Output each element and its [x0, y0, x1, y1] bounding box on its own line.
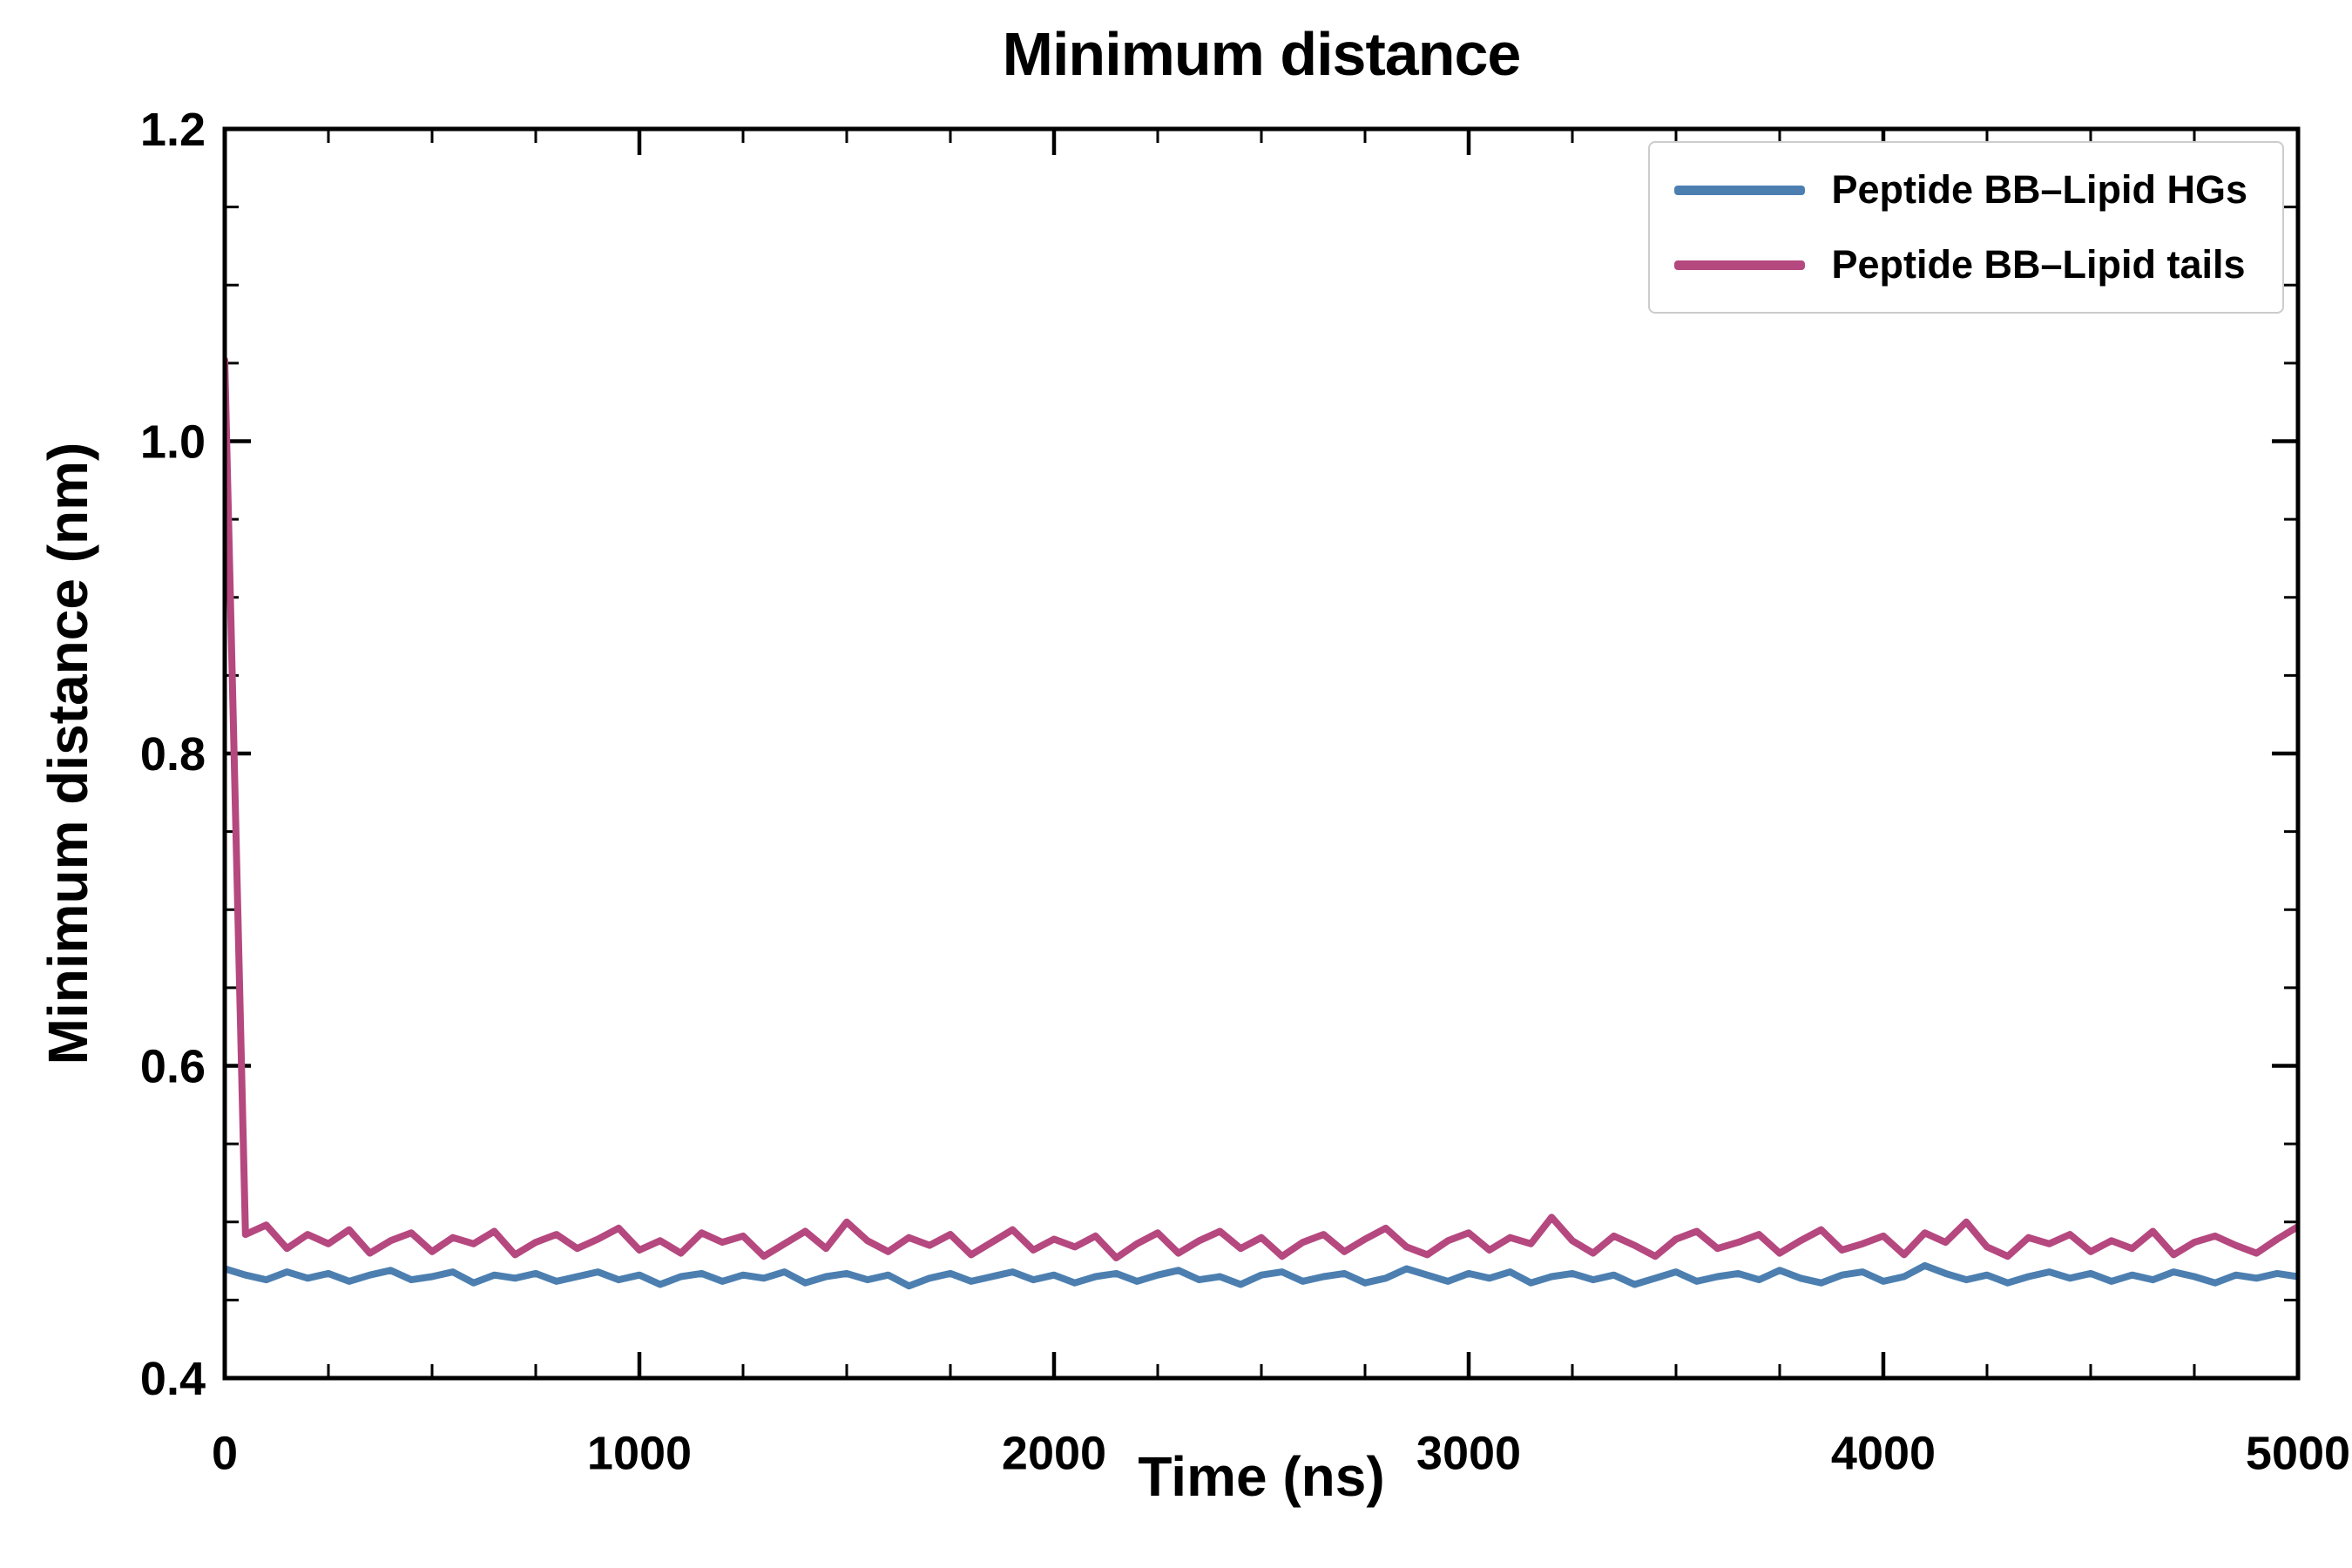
y-tick-label: 0.4 [140, 1353, 206, 1405]
y-axis-label: Minimum distance (nm) [37, 442, 99, 1065]
plot-frame [222, 126, 2301, 1381]
y-tick-label: 1.2 [140, 104, 206, 156]
x-tick-label: 5000 [2246, 1427, 2350, 1479]
chart-title: Minimum distance [1002, 20, 1522, 88]
series-line-peptide-bb-lipid-tails [225, 356, 2298, 1261]
series-line-peptide-bb-lipid-hgs [225, 1261, 2298, 1290]
x-tick-label: 2000 [1002, 1427, 1106, 1479]
y-tick-label: 0.6 [140, 1041, 206, 1093]
legend-swatch-tails [1674, 260, 1806, 270]
y-tick-label: 0.8 [140, 728, 206, 781]
legend-entry-hgs: Peptide BB–Lipid HGs [1674, 167, 2247, 213]
y-tick-label: 1.0 [140, 416, 206, 469]
legend: Peptide BB–Lipid HGs Peptide BB–Lipid ta… [1648, 141, 2284, 314]
x-tick-label: 1000 [587, 1427, 692, 1479]
x-axis-label: Time (ns) [1138, 1445, 1385, 1508]
legend-label-hgs: Peptide BB–Lipid HGs [1831, 167, 2247, 212]
legend-entry-tails: Peptide BB–Lipid tails [1674, 242, 2247, 287]
x-tick-label: 0 [212, 1427, 238, 1479]
legend-swatch-hgs [1674, 185, 1806, 195]
x-tick-label: 4000 [1831, 1427, 1936, 1479]
x-tick-label: 3000 [1416, 1427, 1521, 1479]
legend-label-tails: Peptide BB–Lipid tails [1831, 242, 2246, 287]
